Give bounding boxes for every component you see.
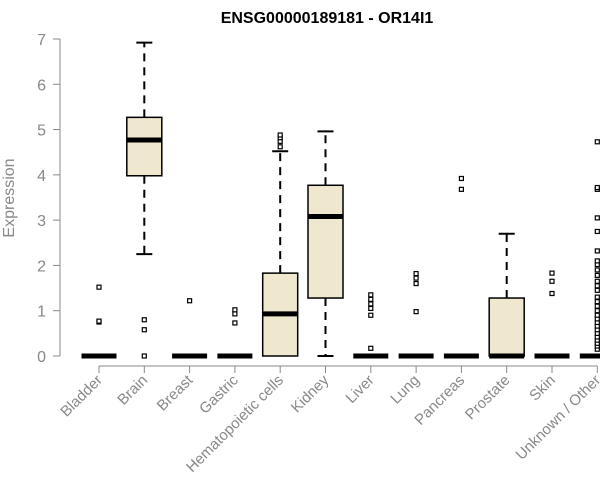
outlier-point — [594, 303, 600, 309]
outlier-point — [594, 184, 600, 191]
x-tick-label: Prostate — [462, 372, 514, 424]
x-tick-label: Pancreas — [411, 372, 468, 429]
y-tick-label: 1 — [37, 304, 46, 321]
box-lung — [398, 270, 434, 359]
outlier-point — [594, 215, 600, 221]
outlier-point — [594, 258, 600, 264]
outlier-point — [141, 327, 147, 333]
box-pancreas — [443, 175, 479, 359]
outlier-point — [413, 280, 419, 287]
outlier-point — [368, 292, 374, 298]
outlier-point — [141, 317, 147, 323]
outlier-point — [413, 275, 419, 281]
box-bladder — [81, 284, 117, 359]
box-iqr — [126, 116, 163, 177]
y-tick-label: 2 — [37, 258, 46, 275]
outlier-point — [594, 287, 600, 293]
box-kidney — [307, 130, 344, 357]
outlier-point — [232, 320, 238, 326]
outlier-point — [594, 267, 600, 273]
x-tick-label: Breast — [154, 371, 197, 414]
outlier-point — [458, 175, 464, 182]
outlier-point — [594, 139, 600, 145]
box-brain — [126, 41, 163, 359]
outlier-point — [594, 283, 600, 289]
outlier-point — [368, 312, 374, 318]
y-axis: 0 1 2 3 4 5 6 7 — [37, 32, 61, 366]
box-skin — [534, 270, 570, 359]
outlier-point — [594, 299, 600, 305]
box-breast — [172, 298, 208, 359]
y-tick-label: 4 — [37, 168, 46, 185]
outlier-point — [594, 272, 600, 278]
outlier-point — [549, 290, 555, 297]
box-iqr — [307, 184, 344, 299]
x-tick-label: Brain — [114, 372, 151, 409]
outlier-point — [594, 228, 600, 235]
outlier-point — [232, 307, 238, 313]
outlier-point — [368, 296, 374, 302]
outlier-point — [413, 309, 419, 315]
outlier-point — [232, 311, 238, 317]
chart-title: ENSG00000189181 - OR14I1 — [221, 10, 434, 27]
y-tick-label: 0 — [37, 349, 46, 366]
x-tick-label: Bladder — [57, 372, 106, 421]
x-tick-label: Lung — [387, 372, 423, 408]
outlier-point — [594, 248, 600, 254]
outlier-point — [413, 270, 419, 277]
outlier-point — [594, 312, 600, 318]
outlier-point — [549, 270, 555, 276]
x-tick-label: Liver — [343, 372, 378, 407]
outlier-point — [458, 186, 464, 192]
y-tick-label: 5 — [37, 123, 46, 140]
box-prostate — [488, 232, 525, 359]
outlier-point — [277, 132, 283, 138]
outlier-point — [368, 345, 374, 351]
outlier-point — [187, 298, 193, 304]
outlier-point — [96, 318, 102, 324]
outlier-point — [141, 353, 147, 359]
outlier-point — [594, 294, 600, 300]
box-hematopoietic-cells — [261, 132, 299, 357]
outlier-point — [594, 278, 600, 284]
boxes-group — [81, 41, 600, 359]
box-unknown-other — [579, 139, 600, 359]
outlier-point — [96, 284, 102, 290]
box-liver — [353, 292, 389, 359]
box-iqr — [488, 297, 525, 357]
y-tick-label: 6 — [37, 77, 46, 94]
outlier-point — [277, 144, 283, 150]
outlier-point — [368, 305, 374, 312]
y-tick-label: 3 — [37, 213, 46, 230]
outlier-point — [594, 308, 600, 314]
x-tick-label: Kidney — [288, 371, 333, 416]
y-tick-label: 7 — [37, 32, 46, 49]
outlier-point — [368, 301, 374, 307]
box-gastric — [217, 307, 253, 359]
y-axis-label: Expression — [1, 158, 18, 237]
x-tick-label: Skin — [526, 372, 559, 405]
outlier-point — [549, 278, 555, 284]
